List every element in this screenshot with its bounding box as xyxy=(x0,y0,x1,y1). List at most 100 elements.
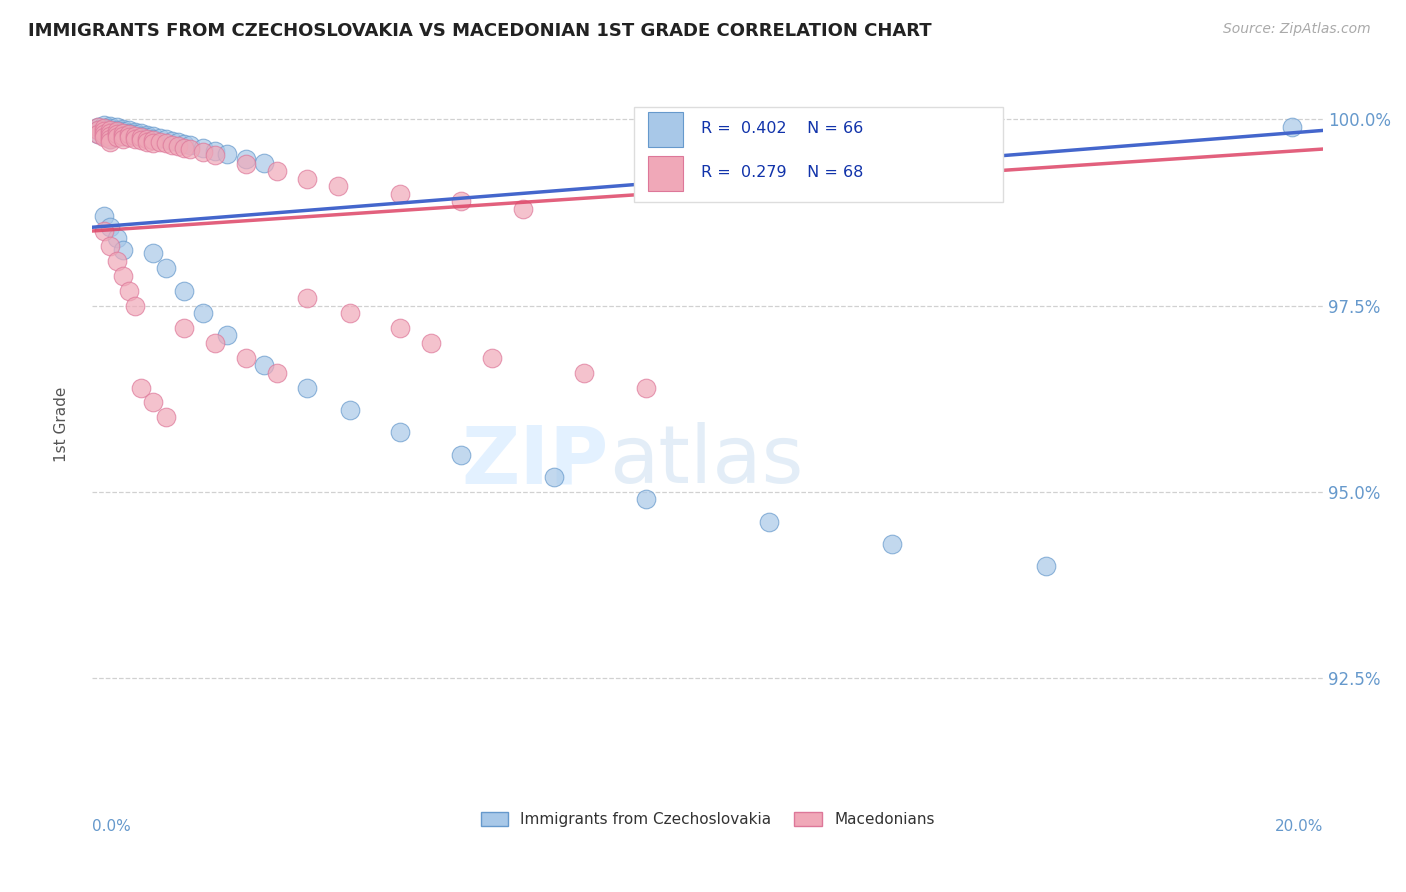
Text: 20.0%: 20.0% xyxy=(1275,819,1323,834)
Point xyxy=(204,335,226,350)
Point xyxy=(160,137,183,152)
Point xyxy=(87,127,110,141)
Point xyxy=(419,335,441,350)
Point xyxy=(142,129,165,144)
Point xyxy=(93,123,115,137)
Point xyxy=(87,123,110,137)
Point xyxy=(253,156,276,170)
Point xyxy=(297,380,319,394)
Point xyxy=(100,135,122,149)
Point xyxy=(235,351,257,365)
Point xyxy=(388,186,411,201)
Point xyxy=(253,358,276,372)
Point xyxy=(217,147,239,161)
Point xyxy=(136,130,159,145)
Point xyxy=(100,122,122,136)
Point xyxy=(93,126,115,140)
Point xyxy=(136,128,159,142)
Point xyxy=(450,194,472,209)
Point xyxy=(179,142,201,156)
Point xyxy=(111,128,134,143)
Point xyxy=(481,351,503,365)
Point xyxy=(142,395,165,409)
Point xyxy=(105,120,128,135)
Point xyxy=(155,132,177,146)
Point xyxy=(388,321,411,335)
Point xyxy=(105,130,128,145)
Point xyxy=(93,127,115,141)
Point xyxy=(111,128,134,143)
Point xyxy=(100,220,122,235)
Point xyxy=(173,136,195,151)
Point xyxy=(173,321,195,335)
Point xyxy=(574,366,596,380)
Point xyxy=(129,128,152,143)
Point xyxy=(142,131,165,145)
Point xyxy=(100,132,122,146)
Point xyxy=(142,246,165,260)
Text: atlas: atlas xyxy=(609,422,803,500)
Point xyxy=(118,130,141,145)
Point xyxy=(93,209,115,223)
Point xyxy=(124,128,146,143)
Point xyxy=(1035,559,1057,574)
Point xyxy=(118,126,141,140)
Point xyxy=(167,136,190,150)
Point xyxy=(1281,120,1303,134)
Point xyxy=(173,284,195,298)
Point xyxy=(93,130,115,145)
Point xyxy=(100,119,122,133)
Point xyxy=(217,328,239,343)
Point xyxy=(111,122,134,136)
Point xyxy=(142,133,165,147)
Point xyxy=(118,123,141,137)
Point xyxy=(882,537,904,551)
Point xyxy=(191,306,214,320)
Point xyxy=(266,366,288,380)
Point xyxy=(124,131,146,145)
Point xyxy=(297,291,319,305)
Point xyxy=(124,127,146,141)
Point xyxy=(124,299,146,313)
Point xyxy=(543,470,565,484)
Point xyxy=(339,306,361,320)
Point xyxy=(100,131,122,145)
Point xyxy=(173,140,195,154)
Point xyxy=(129,133,152,147)
Point xyxy=(155,136,177,150)
Point xyxy=(93,224,115,238)
Text: 0.0%: 0.0% xyxy=(91,819,131,834)
Point xyxy=(105,253,128,268)
Point xyxy=(87,120,110,134)
Point xyxy=(100,128,122,142)
Point xyxy=(149,131,172,145)
Point xyxy=(155,410,177,425)
Point xyxy=(129,380,152,394)
Point xyxy=(118,128,141,142)
Point xyxy=(758,515,780,529)
Point xyxy=(111,124,134,138)
Point xyxy=(512,202,534,216)
Point xyxy=(105,124,128,138)
Point xyxy=(124,125,146,139)
Bar xyxy=(648,156,683,191)
Point xyxy=(100,130,122,145)
Text: R =  0.279    N = 68: R = 0.279 N = 68 xyxy=(702,165,863,180)
Point xyxy=(111,243,134,257)
Point xyxy=(105,127,128,141)
Point xyxy=(634,380,657,394)
Point xyxy=(100,128,122,143)
Legend: Immigrants from Czechoslovakia, Macedonians: Immigrants from Czechoslovakia, Macedoni… xyxy=(474,806,941,833)
Point xyxy=(388,425,411,440)
Point xyxy=(204,145,226,159)
Point xyxy=(111,127,134,141)
Point xyxy=(266,164,288,178)
Point xyxy=(235,152,257,166)
Point xyxy=(297,171,319,186)
Point xyxy=(136,135,159,149)
Point xyxy=(328,179,350,194)
Point xyxy=(100,126,122,140)
Point xyxy=(129,127,152,141)
FancyBboxPatch shape xyxy=(634,107,1002,202)
Point xyxy=(118,284,141,298)
